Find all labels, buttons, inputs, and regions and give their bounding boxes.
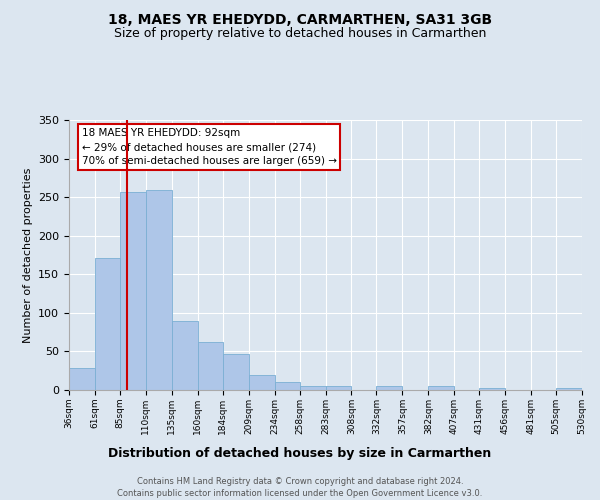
Bar	[479, 388, 505, 390]
Bar	[556, 388, 582, 390]
Bar	[69, 368, 95, 390]
Bar	[326, 386, 352, 390]
Text: Distribution of detached houses by size in Carmarthen: Distribution of detached houses by size …	[109, 448, 491, 460]
Bar	[376, 386, 403, 390]
Bar	[120, 192, 146, 390]
Bar	[146, 190, 172, 390]
Text: 18, MAES YR EHEDYDD, CARMARTHEN, SA31 3GB: 18, MAES YR EHEDYDD, CARMARTHEN, SA31 3G…	[108, 12, 492, 26]
Bar	[223, 354, 248, 390]
Text: Contains HM Land Registry data © Crown copyright and database right 2024.: Contains HM Land Registry data © Crown c…	[137, 478, 463, 486]
Text: Contains public sector information licensed under the Open Government Licence v3: Contains public sector information licen…	[118, 489, 482, 498]
Bar	[95, 258, 120, 390]
Bar	[275, 382, 299, 390]
Text: 18 MAES YR EHEDYDD: 92sqm
← 29% of detached houses are smaller (274)
70% of semi: 18 MAES YR EHEDYDD: 92sqm ← 29% of detac…	[82, 128, 337, 166]
Bar	[198, 342, 223, 390]
Bar	[172, 322, 198, 390]
Bar	[299, 386, 326, 390]
Y-axis label: Number of detached properties: Number of detached properties	[23, 168, 32, 342]
Text: Size of property relative to detached houses in Carmarthen: Size of property relative to detached ho…	[114, 28, 486, 40]
Bar	[248, 374, 275, 390]
Bar	[428, 386, 454, 390]
